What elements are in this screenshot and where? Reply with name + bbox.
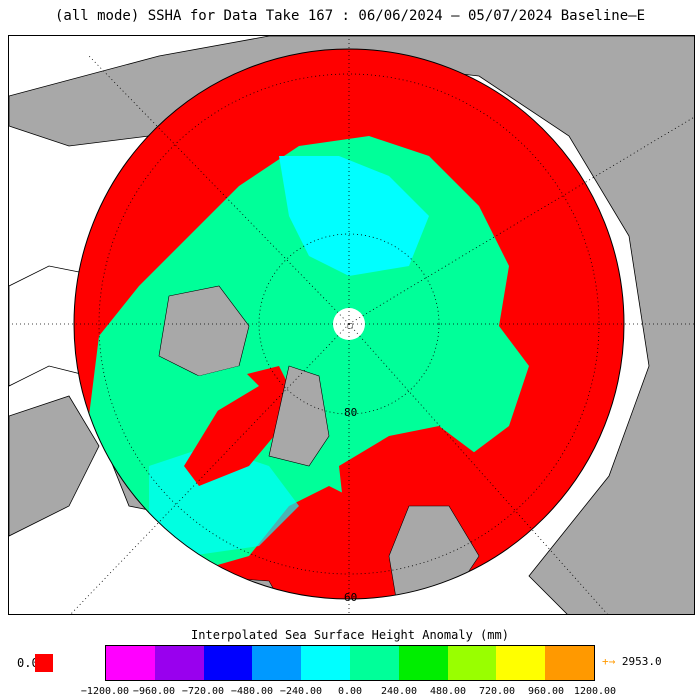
map-title: (all mode) SSHA for Data Take 167 : 06/0… [54,8,645,24]
colorbar [105,645,595,681]
colorbar-segment [106,646,155,680]
colorbar-segment [203,646,253,680]
colorbar-tick-label: 960.00 [527,686,565,697]
colorbar-tick-label: −960.00 [132,686,176,697]
lat-label-60: 60 [344,591,357,604]
colorbar-tick-label: 1200.00 [573,686,617,697]
pole-marker: □ [348,321,353,330]
colorbar-segment [301,646,350,680]
colorbar-segment [545,646,594,680]
colorbar-tick-label: −480.00 [230,686,274,697]
colorbar-segment [496,646,546,680]
colorbar-segment [252,646,302,680]
colorbar-segment [154,646,204,680]
zero-label: 0.0 [17,656,39,670]
colorbar-tick-label: 0.00 [337,686,363,697]
over-range-value: 2953.0 [621,655,662,668]
lat-label-80: 80 [344,406,357,419]
colorbar-title: Interpolated Sea Surface Height Anomaly … [191,628,509,642]
colorbar-segment [349,646,399,680]
graticule [9,36,694,614]
over-range-label: +→ 2953.0 [602,655,662,668]
colorbar-tick-label: −240.00 [279,686,323,697]
polar-map-canvas: □ 80 60 [9,36,694,614]
colorbar-segment [447,646,497,680]
colorbar-tick-label: 480.00 [429,686,467,697]
colorbar-tick-label: −1200.00 [80,686,130,697]
colorbar-segment [398,646,448,680]
colorbar-tick-label: 240.00 [380,686,418,697]
polar-map: □ 80 60 [8,35,695,615]
over-arrow-icon: +→ [602,655,616,668]
coverage-edge [73,48,625,600]
colorbar-tick-label: 720.00 [478,686,516,697]
zero-swatch [35,654,53,672]
colorbar-tick-label: −720.00 [181,686,225,697]
colorbar-ticks: −1200.00 −960.00 −720.00 −480.00 −240.00 0.00… [0,686,700,700]
